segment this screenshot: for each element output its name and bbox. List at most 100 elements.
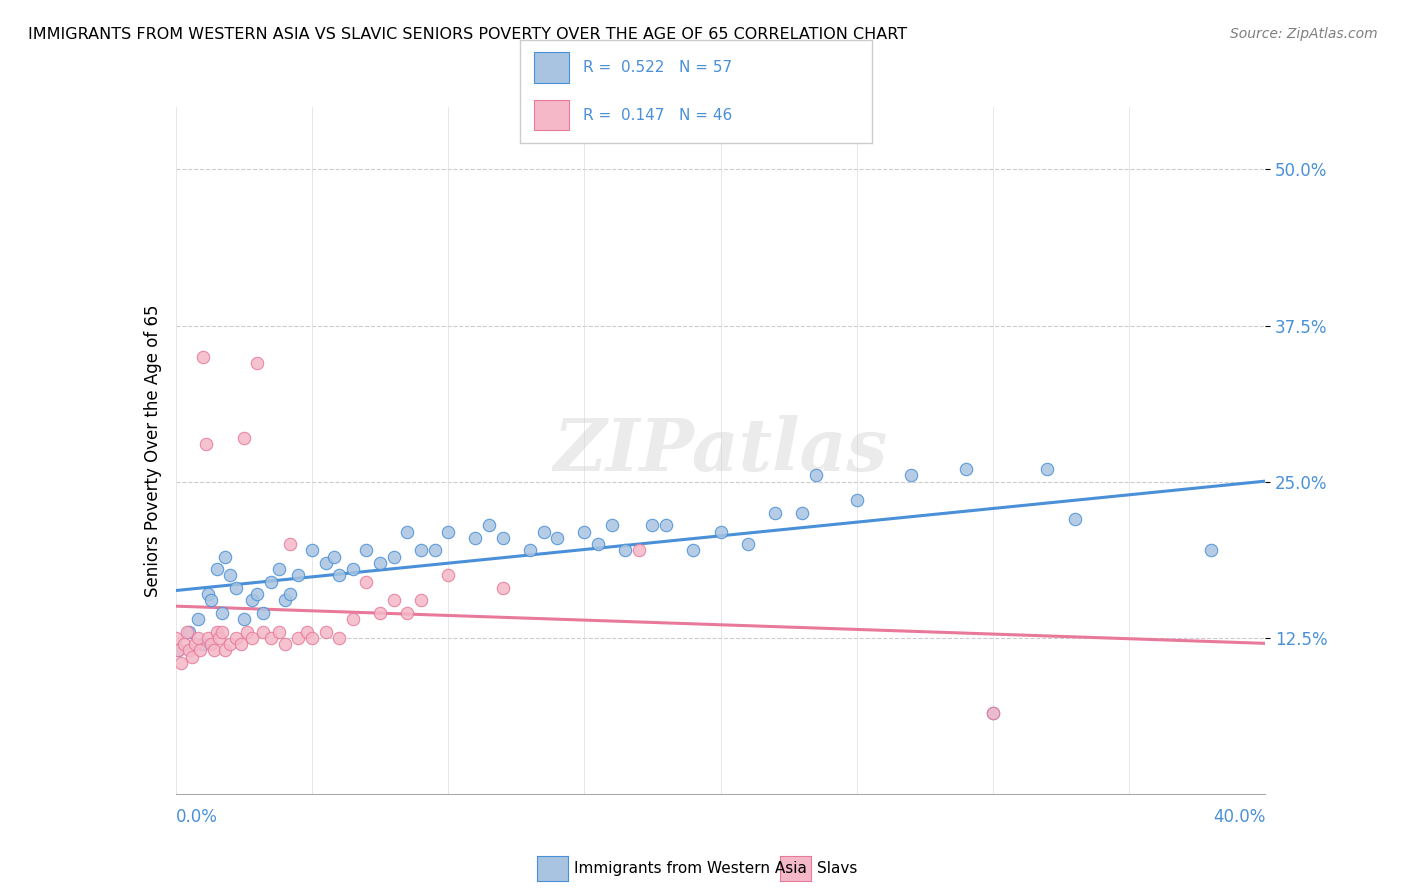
Point bbox=[167, 643, 190, 657]
Point bbox=[546, 531, 568, 545]
Point bbox=[219, 568, 242, 582]
Point bbox=[205, 624, 228, 639]
Point bbox=[211, 624, 233, 639]
Point bbox=[176, 624, 198, 639]
Point bbox=[219, 637, 242, 651]
Point bbox=[356, 574, 378, 589]
Point bbox=[368, 556, 391, 570]
Point bbox=[235, 624, 257, 639]
Point bbox=[342, 612, 364, 626]
Point bbox=[173, 637, 195, 651]
Point bbox=[260, 574, 283, 589]
Point bbox=[260, 631, 283, 645]
Point bbox=[181, 649, 204, 664]
Point bbox=[197, 587, 219, 601]
Point bbox=[328, 631, 350, 645]
Point bbox=[269, 624, 291, 639]
Point bbox=[627, 543, 650, 558]
Point bbox=[225, 581, 247, 595]
Point bbox=[804, 468, 827, 483]
Point bbox=[197, 631, 219, 645]
Point bbox=[202, 643, 225, 657]
Point bbox=[492, 531, 515, 545]
Point bbox=[315, 556, 337, 570]
Point bbox=[214, 549, 236, 564]
Point bbox=[981, 706, 1004, 720]
Point bbox=[322, 549, 344, 564]
Point bbox=[682, 543, 704, 558]
Text: Slavs: Slavs bbox=[817, 862, 858, 876]
Point bbox=[1199, 543, 1222, 558]
Point bbox=[328, 568, 350, 582]
Point bbox=[240, 593, 263, 607]
Point bbox=[409, 593, 432, 607]
Point bbox=[287, 631, 309, 645]
Point bbox=[342, 562, 364, 576]
Point bbox=[179, 643, 201, 657]
Point bbox=[423, 543, 446, 558]
Point bbox=[641, 518, 664, 533]
Text: R =  0.147   N = 46: R = 0.147 N = 46 bbox=[583, 108, 733, 122]
Point bbox=[179, 624, 201, 639]
Point bbox=[240, 631, 263, 645]
Point bbox=[478, 518, 501, 533]
Point bbox=[269, 562, 291, 576]
Point bbox=[186, 612, 209, 626]
Point bbox=[396, 524, 419, 539]
Point bbox=[356, 543, 378, 558]
Point bbox=[205, 562, 228, 576]
Point bbox=[368, 606, 391, 620]
Point bbox=[231, 637, 253, 651]
Point bbox=[191, 637, 214, 651]
Point bbox=[382, 549, 405, 564]
Point bbox=[200, 593, 222, 607]
Text: Immigrants from Western Asia: Immigrants from Western Asia bbox=[574, 862, 807, 876]
Point bbox=[278, 537, 301, 551]
Point bbox=[184, 637, 207, 651]
Point bbox=[167, 643, 190, 657]
Point bbox=[763, 506, 786, 520]
Point bbox=[301, 543, 323, 558]
Point bbox=[955, 462, 977, 476]
Point bbox=[274, 593, 297, 607]
Point bbox=[278, 587, 301, 601]
Bar bbox=[534, 53, 569, 83]
Point bbox=[737, 537, 759, 551]
Point bbox=[574, 524, 596, 539]
Text: Source: ZipAtlas.com: Source: ZipAtlas.com bbox=[1230, 27, 1378, 41]
Point bbox=[437, 524, 460, 539]
Point bbox=[225, 631, 247, 645]
Point bbox=[165, 631, 187, 645]
Point bbox=[252, 624, 274, 639]
Text: ZIPatlas: ZIPatlas bbox=[554, 415, 887, 486]
Point bbox=[232, 612, 254, 626]
Point bbox=[710, 524, 733, 539]
Point bbox=[295, 624, 318, 639]
Point bbox=[845, 493, 868, 508]
Bar bbox=[534, 100, 569, 130]
Text: 40.0%: 40.0% bbox=[1213, 807, 1265, 826]
Text: R =  0.522   N = 57: R = 0.522 N = 57 bbox=[583, 61, 733, 75]
Point bbox=[519, 543, 541, 558]
Point bbox=[1063, 512, 1085, 526]
Point bbox=[274, 637, 297, 651]
Point bbox=[214, 643, 236, 657]
Point bbox=[586, 537, 609, 551]
Point bbox=[981, 706, 1004, 720]
Point bbox=[600, 518, 623, 533]
Point bbox=[191, 350, 214, 364]
Point bbox=[792, 506, 814, 520]
Point bbox=[188, 643, 211, 657]
Point bbox=[655, 518, 678, 533]
Point bbox=[200, 637, 222, 651]
Point bbox=[301, 631, 323, 645]
Point bbox=[900, 468, 922, 483]
Text: IMMIGRANTS FROM WESTERN ASIA VS SLAVIC SENIORS POVERTY OVER THE AGE OF 65 CORREL: IMMIGRANTS FROM WESTERN ASIA VS SLAVIC S… bbox=[28, 27, 907, 42]
Point bbox=[287, 568, 309, 582]
Point bbox=[211, 606, 233, 620]
Point bbox=[382, 593, 405, 607]
Point bbox=[1036, 462, 1059, 476]
Y-axis label: Seniors Poverty Over the Age of 65: Seniors Poverty Over the Age of 65 bbox=[143, 304, 162, 597]
Point bbox=[246, 356, 269, 370]
Point bbox=[246, 587, 269, 601]
